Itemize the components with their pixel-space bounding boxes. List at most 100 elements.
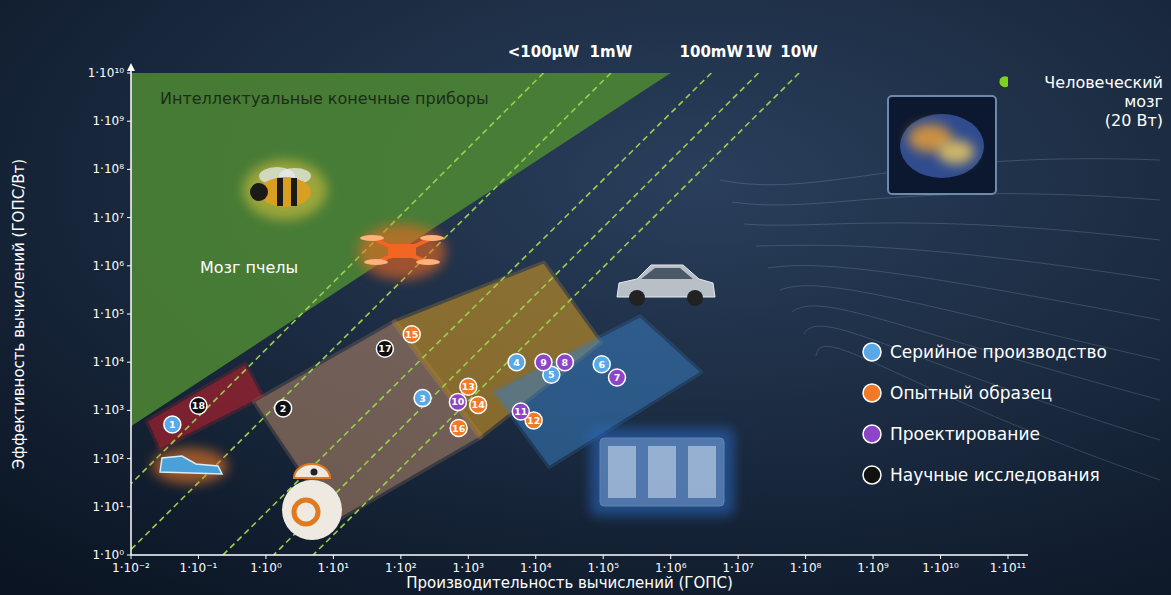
drone-rotor	[416, 259, 440, 265]
shoe-icon	[152, 448, 228, 484]
y-tick	[127, 73, 131, 74]
x-tick-label: 1·10⁻²	[112, 561, 150, 575]
y-tick	[127, 506, 131, 507]
circuit-line	[744, 223, 1160, 240]
annotation: Мозг пчелы	[200, 258, 298, 277]
power-label: 10W	[780, 43, 818, 61]
y-tick	[127, 458, 131, 459]
point-number: 10	[451, 396, 465, 407]
point-number: 18	[192, 400, 206, 411]
power-label: <100µW	[508, 43, 580, 61]
point-number: 8	[562, 357, 569, 368]
y-tick-label: 1·10²	[92, 452, 124, 466]
drone-rotor	[364, 259, 388, 265]
x-tick	[670, 555, 671, 559]
highlight-label: мозг	[1124, 92, 1163, 111]
shoe-glow	[152, 448, 228, 484]
y-tick	[127, 265, 131, 266]
point-number: 12	[527, 415, 540, 426]
point-number: 7	[614, 372, 621, 383]
y-tick	[127, 410, 131, 411]
robot-eye	[311, 469, 318, 476]
legend-label: Научные исследования	[890, 465, 1100, 485]
point-number: 14	[472, 399, 486, 410]
legend-swatch	[863, 384, 881, 402]
server-box	[600, 438, 724, 506]
data-point	[508, 354, 525, 371]
data-point	[525, 412, 542, 429]
brain-icon	[888, 96, 996, 194]
data-point	[403, 326, 420, 343]
x-tick	[535, 555, 536, 559]
brain-frame	[888, 96, 996, 194]
y-tick-label: 1·10¹	[92, 500, 124, 514]
bee-stripe	[277, 178, 283, 206]
point-number: 5	[548, 369, 555, 380]
car-window	[641, 268, 693, 279]
data-point	[414, 390, 431, 407]
shoe-body	[160, 456, 222, 474]
data-point	[460, 378, 477, 395]
x-tick	[468, 555, 469, 559]
x-tick	[805, 555, 806, 559]
y-tick	[127, 169, 131, 170]
circuit-line	[816, 346, 1160, 480]
y-tick-label: 1·10⁹	[92, 114, 124, 128]
drone-icon	[358, 224, 446, 280]
x-tick-label: 1·10⁶	[655, 561, 687, 575]
power-line	[274, 73, 759, 555]
data-point	[593, 356, 610, 373]
point-number: 6	[598, 359, 605, 370]
data-point	[275, 400, 292, 417]
y-tick-label: 1·10⁶	[92, 259, 124, 273]
legend-swatch	[863, 425, 881, 443]
x-tick-label: 1·10⁰	[250, 561, 282, 575]
x-tick-label: 1·10⁻¹	[180, 561, 218, 575]
bee-head	[250, 183, 268, 201]
point-number: 15	[405, 329, 418, 340]
point-number: 17	[378, 343, 391, 354]
circuit-line	[768, 266, 1160, 320]
point-number: 2	[280, 403, 287, 414]
brain-activity	[938, 140, 974, 164]
x-axis-title: Производительность вычислений (ГОПС)	[406, 574, 733, 592]
data-point	[190, 397, 207, 414]
x-tick-label: 1·10³	[453, 561, 485, 575]
data-point	[535, 354, 552, 371]
data-point	[609, 369, 626, 386]
legend-label: Серийное производство	[890, 342, 1107, 362]
server-rack	[688, 446, 716, 498]
y-tick	[127, 121, 131, 122]
y-tick	[127, 217, 131, 218]
server-rack	[608, 446, 636, 498]
data-point	[449, 393, 466, 410]
y-tick	[127, 362, 131, 363]
point-number: 16	[452, 423, 466, 434]
x-tick	[603, 555, 604, 559]
robot-ring	[294, 500, 318, 524]
data-point	[376, 340, 393, 357]
y-tick-label: 1·10⁴	[92, 355, 124, 369]
power-label: 1W	[745, 43, 772, 61]
car-icon	[617, 265, 715, 306]
y-tick	[127, 555, 131, 556]
drone-glow	[358, 224, 446, 280]
car-wheel	[629, 290, 645, 306]
bee-stripe	[291, 178, 297, 206]
y-tick-label: 1·10⁸	[92, 162, 124, 176]
robot-body	[282, 480, 342, 540]
brain-shape	[900, 114, 984, 178]
drone-rotor	[420, 235, 444, 241]
power-label: 100mW	[680, 43, 744, 61]
x-tick	[333, 555, 334, 559]
x-tick-label: 1·10⁹	[857, 561, 889, 575]
point-number: 11	[514, 406, 527, 417]
robot-icon	[282, 464, 342, 540]
y-tick	[127, 314, 131, 315]
point-number: 9	[540, 357, 547, 368]
server-rack	[648, 446, 676, 498]
circuit-line	[732, 194, 1160, 205]
background	[0, 0, 1171, 595]
x-tick-label: 1·10⁷	[722, 561, 754, 575]
axes: 1·10⁻² 1·10⁻¹ 1·10⁰ 1·10¹ 1·10² 1·10³ 1·10⁴ 1·1…	[88, 63, 1028, 575]
